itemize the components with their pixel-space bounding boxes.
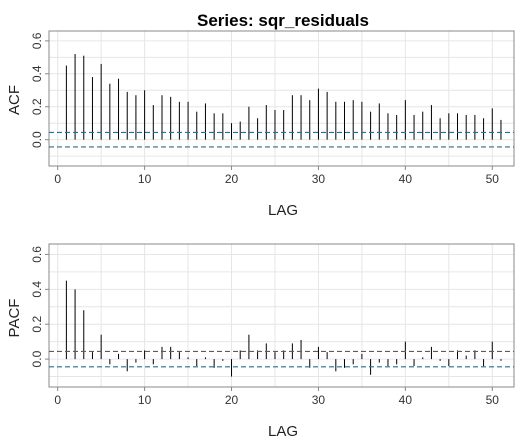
- acf-x-tick-label: 30: [312, 172, 326, 186]
- acf-x-tick-label: 10: [138, 172, 152, 186]
- pacf-x-tick-label: 50: [486, 393, 500, 407]
- acf-y-tick-label: 0.4: [30, 65, 44, 82]
- pacf-x-tick-label: 20: [225, 393, 239, 407]
- pacf-x-tick-label: 0: [54, 393, 61, 407]
- pacf-x-tick-label: 40: [399, 393, 413, 407]
- pacf-panel: 0 10 20 30 40 50 0.0 0.2 0.4 0.6: [30, 243, 515, 407]
- pacf-x-tick-label: 30: [312, 393, 326, 407]
- pacf-y-tick-label: 0.4: [30, 281, 44, 298]
- acf-x-tick-label: 0: [54, 172, 61, 186]
- pacf-plot-area: [49, 244, 514, 387]
- acf-y-tick-label: 0.2: [30, 98, 44, 115]
- acf-x-tick-label: 20: [225, 172, 239, 186]
- acf-panel: 0 10 20 30 40 50 0.0 0.2 0.4 0.6: [30, 30, 515, 186]
- acf-plot-area: [49, 31, 514, 166]
- pacf-y-tick-label: 0.6: [30, 246, 44, 263]
- acf-x-tick-label: 40: [399, 172, 413, 186]
- acf-y-axis-label: ACF: [6, 85, 23, 115]
- acf-y-tick-label: 0.6: [30, 32, 44, 49]
- pacf-panel-border: [48, 243, 515, 388]
- pacf-y-tick-label: 0.2: [30, 316, 44, 333]
- pacf-y-axis-label: PACF: [6, 299, 23, 338]
- acf-y-tick-label: 0.0: [30, 131, 44, 148]
- pacf-x-axis-label: LAG: [268, 423, 298, 440]
- pacf-y-tick-label: 0.0: [30, 350, 44, 367]
- pacf-x-tick-label: 10: [138, 393, 152, 407]
- chart-title: Series: sqr_residuals: [197, 11, 369, 30]
- acf-panel-border: [48, 30, 515, 167]
- acf-x-axis-label: LAG: [268, 202, 298, 219]
- acf-x-tick-label: 50: [486, 172, 500, 186]
